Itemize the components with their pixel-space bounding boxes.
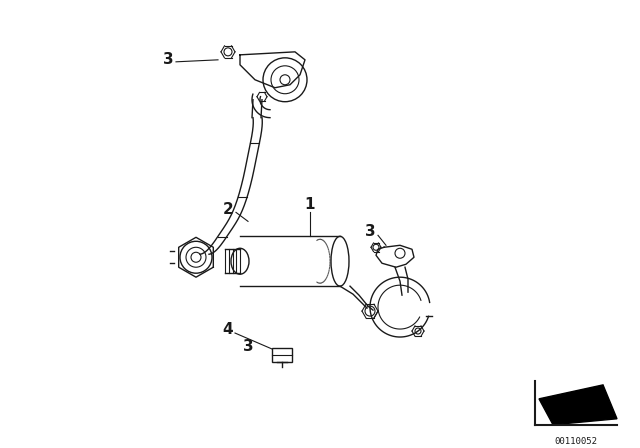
Text: 3: 3 <box>243 340 253 354</box>
Bar <box>272 348 292 362</box>
Polygon shape <box>539 385 617 425</box>
Text: 4: 4 <box>223 322 234 336</box>
Text: 1: 1 <box>305 197 316 212</box>
Text: 2: 2 <box>223 202 234 217</box>
Text: 3: 3 <box>365 224 375 239</box>
Text: 3: 3 <box>163 52 173 67</box>
Text: 00110052: 00110052 <box>554 437 598 446</box>
